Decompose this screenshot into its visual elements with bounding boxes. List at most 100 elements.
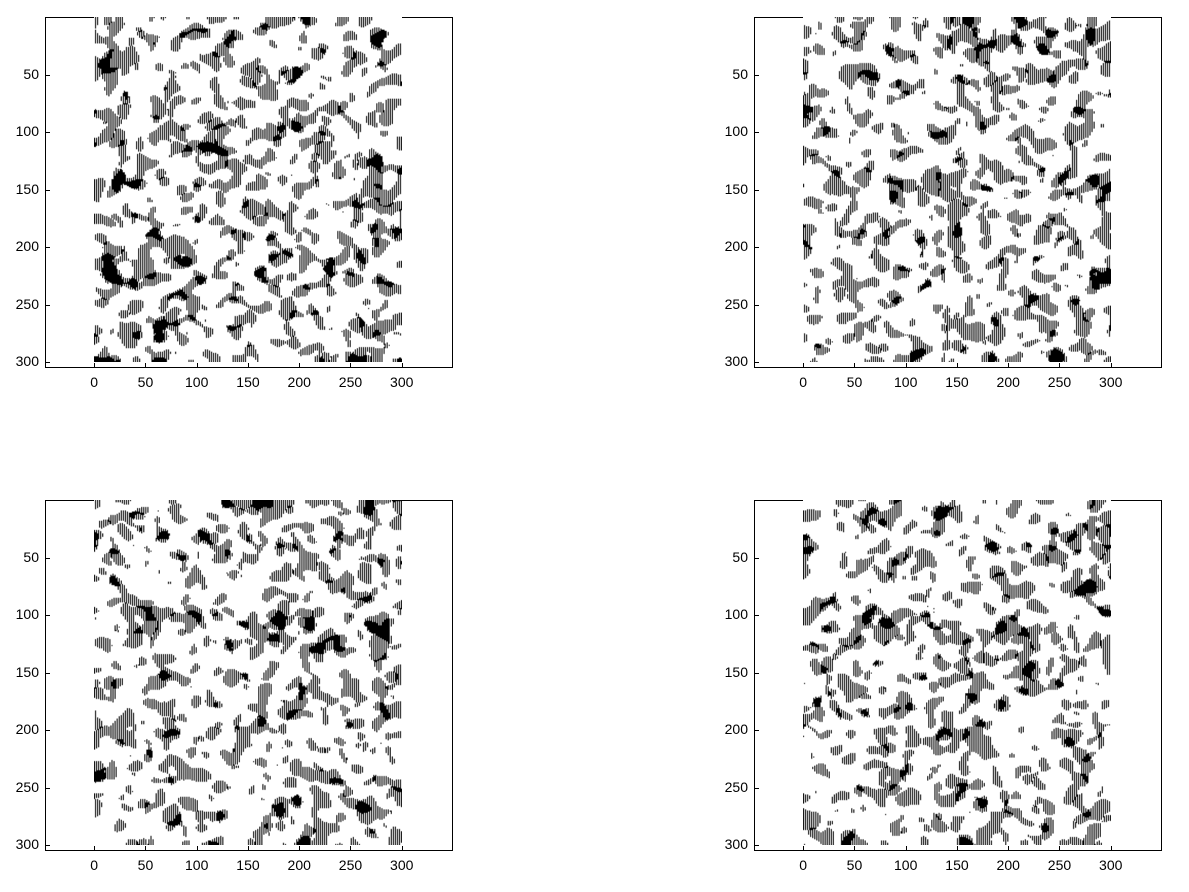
y-tick-label: 250 (724, 295, 748, 312)
x-tick-label: 200 (996, 374, 1020, 390)
x-tick-mark (1059, 846, 1061, 850)
y-tick-mark (755, 247, 759, 249)
x-tick-mark (299, 363, 301, 367)
subplot-1 (45, 17, 453, 368)
x-tick-label: 0 (799, 374, 808, 390)
y-tick-mark (46, 304, 50, 306)
y-tick-label: 150 (15, 180, 39, 197)
y-tick-mark (755, 730, 759, 732)
x-tick-label: 200 (996, 857, 1020, 873)
x-tick-mark (1008, 846, 1010, 850)
y-tick-label: 100 (724, 123, 748, 140)
x-tick-mark (401, 363, 403, 367)
y-tick-mark (755, 189, 759, 191)
x-tick-label: 250 (338, 374, 363, 390)
x-tick-mark (196, 363, 198, 367)
binary-image (94, 500, 402, 846)
x-tick-mark (854, 846, 856, 850)
y-tick-label: 300 (15, 353, 39, 370)
x-tick-mark (94, 363, 96, 367)
x-tick-mark (350, 846, 352, 850)
y-tick-label: 300 (724, 353, 748, 370)
x-tick-mark (956, 846, 958, 850)
binary-image (94, 17, 402, 363)
x-tick-mark (145, 363, 147, 367)
x-tick-label: 50 (846, 857, 863, 873)
x-tick-mark (247, 363, 249, 367)
x-tick-label: 300 (390, 374, 414, 390)
y-tick-label: 50 (23, 548, 39, 565)
y-tick-mark (46, 730, 50, 732)
y-tick-label: 50 (732, 65, 748, 82)
x-tick-label: 150 (945, 374, 969, 390)
binary-image (803, 17, 1111, 363)
x-tick-mark (905, 363, 907, 367)
y-tick-mark (755, 362, 759, 364)
x-tick-label: 150 (236, 857, 260, 873)
x-tick-mark (1110, 846, 1112, 850)
y-tick-label: 50 (732, 548, 748, 565)
y-tick-mark (46, 189, 50, 191)
y-tick-mark (46, 132, 50, 134)
x-tick-mark (299, 846, 301, 850)
binary-image (803, 500, 1111, 846)
x-tick-label: 0 (90, 374, 99, 390)
x-tick-mark (350, 363, 352, 367)
x-tick-mark (196, 846, 198, 850)
y-tick-mark (46, 362, 50, 364)
y-tick-mark (755, 615, 759, 617)
y-tick-mark (755, 845, 759, 847)
subplot-3 (45, 500, 453, 851)
y-tick-mark (46, 615, 50, 617)
y-tick-mark (755, 74, 759, 76)
x-tick-mark (145, 846, 147, 850)
y-tick-mark (46, 845, 50, 847)
y-tick-mark (46, 247, 50, 249)
y-tick-label: 100 (15, 606, 39, 623)
x-tick-label: 0 (90, 857, 99, 873)
x-tick-label: 100 (894, 374, 918, 390)
x-tick-label: 200 (287, 374, 311, 390)
x-tick-mark (1008, 363, 1010, 367)
x-tick-label: 100 (185, 374, 209, 390)
x-tick-label: 150 (945, 857, 969, 873)
x-tick-mark (94, 846, 96, 850)
x-tick-label: 250 (338, 857, 363, 873)
y-tick-label: 250 (15, 295, 39, 312)
y-tick-mark (755, 787, 759, 789)
y-tick-label: 300 (15, 836, 39, 853)
y-tick-mark (755, 672, 759, 674)
y-tick-mark (755, 557, 759, 559)
x-tick-mark (803, 846, 805, 850)
x-tick-label: 150 (236, 374, 260, 390)
y-tick-label: 100 (15, 123, 39, 140)
y-tick-label: 250 (15, 778, 39, 795)
y-tick-label: 150 (724, 663, 748, 680)
y-tick-label: 200 (15, 238, 39, 255)
y-tick-label: 200 (724, 238, 748, 255)
y-tick-mark (46, 787, 50, 789)
x-tick-mark (247, 846, 249, 850)
y-tick-label: 300 (724, 836, 748, 853)
x-tick-label: 0 (799, 857, 808, 873)
x-tick-label: 100 (894, 857, 918, 873)
y-tick-label: 200 (724, 721, 748, 738)
x-tick-mark (1059, 363, 1061, 367)
x-tick-label: 50 (846, 374, 863, 390)
x-tick-label: 300 (1099, 857, 1123, 873)
y-tick-label: 150 (15, 663, 39, 680)
x-tick-label: 50 (137, 857, 154, 873)
x-tick-label: 200 (287, 857, 311, 873)
x-tick-mark (1110, 363, 1112, 367)
y-tick-mark (46, 672, 50, 674)
y-tick-mark (755, 132, 759, 134)
y-tick-label: 200 (15, 721, 39, 738)
x-tick-mark (803, 363, 805, 367)
y-tick-mark (46, 74, 50, 76)
y-tick-mark (46, 557, 50, 559)
subplot-2 (754, 17, 1162, 368)
y-tick-label: 100 (724, 606, 748, 623)
x-tick-mark (905, 846, 907, 850)
x-tick-label: 50 (137, 374, 154, 390)
subplot-4 (754, 500, 1162, 851)
